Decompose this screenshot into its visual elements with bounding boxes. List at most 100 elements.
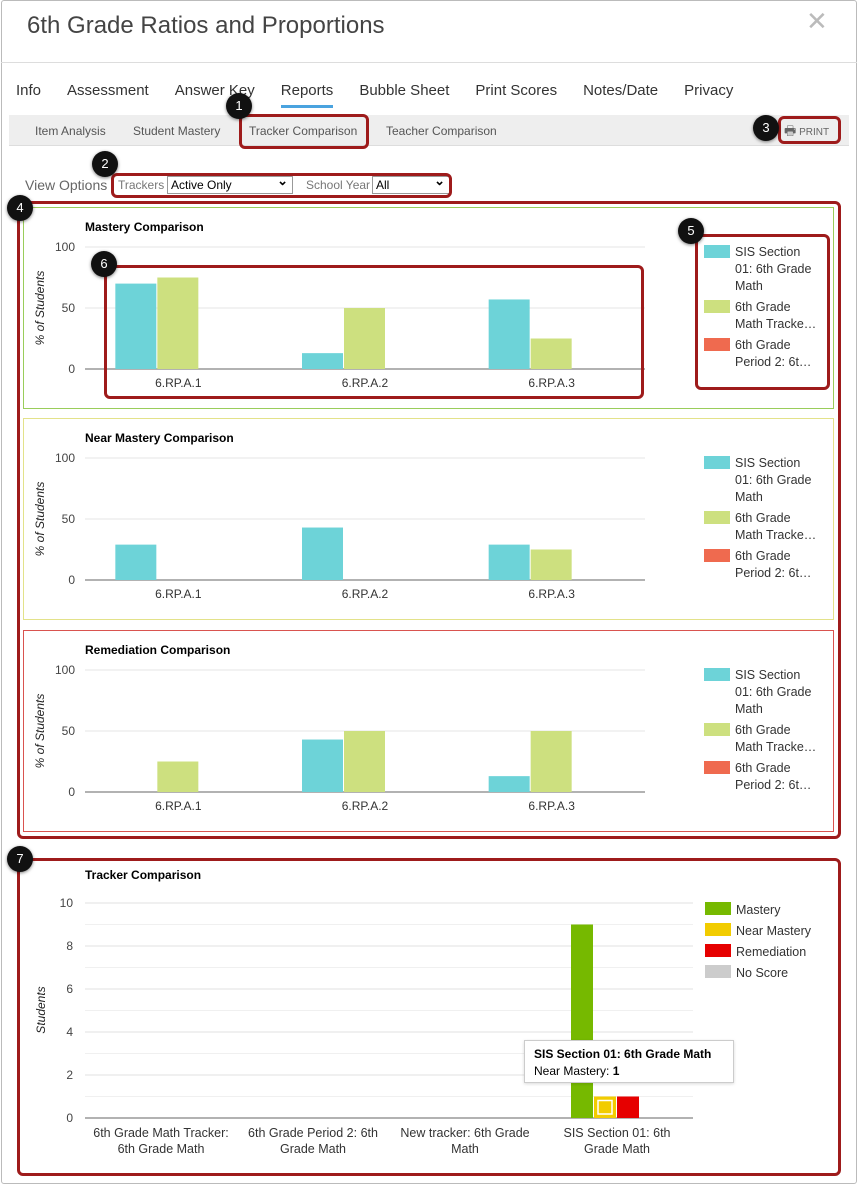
chart-title: Mastery Comparison	[85, 220, 204, 234]
legend-label: Period 2: 6t…	[735, 566, 811, 580]
print-button[interactable]: 🖶 PRINT	[784, 122, 829, 144]
x-tick-label: 6.RP.A.1	[155, 376, 202, 390]
legend-label: Math Tracke…	[735, 528, 816, 542]
legend-label: Near Mastery	[736, 924, 812, 938]
tab-print-scores[interactable]: Print Scores	[475, 82, 558, 99]
view-options-label: View Options	[25, 177, 108, 193]
bar	[157, 761, 199, 792]
tab-notes-date[interactable]: Notes/Date	[583, 82, 659, 99]
x-tick-label: 6.RP.A.2	[342, 376, 389, 390]
bar	[115, 283, 157, 369]
legend-swatch	[704, 549, 730, 562]
y-axis-label: % of Students	[33, 482, 47, 557]
tooltip-value: 1	[612, 1064, 620, 1078]
bar	[530, 731, 572, 792]
step-badge: 7	[7, 846, 33, 872]
step-badge: 4	[7, 195, 33, 221]
printer-icon: 🖶	[784, 123, 797, 138]
bar	[302, 527, 343, 580]
trackers-select[interactable]: Active Only	[167, 173, 293, 194]
legend-label: 6th Grade	[735, 723, 791, 737]
y-tick-label: 50	[62, 301, 76, 315]
y-tick-label: 100	[55, 240, 75, 254]
highlight-tracker-chart	[17, 858, 841, 1176]
highlight-view-options	[111, 173, 452, 198]
school-year-select[interactable]: All	[372, 173, 450, 194]
chart-tooltip: SIS Section 01: 6th Grade Math Near Mast…	[524, 1040, 734, 1083]
chart-title: Near Mastery Comparison	[85, 431, 234, 445]
y-tick-label: 0	[68, 573, 75, 587]
tab-assessment[interactable]: Assessment	[67, 82, 149, 99]
y-tick-label: 50	[62, 724, 76, 738]
step-badge: 2	[92, 151, 118, 177]
bar	[344, 731, 385, 792]
bar	[530, 338, 572, 369]
legend-label: 01: 6th Grade	[735, 262, 811, 276]
legend-swatch	[704, 245, 730, 258]
legend-label: Period 2: 6t…	[735, 778, 811, 792]
step-badge: 3	[753, 115, 779, 141]
y-tick-label: 100	[55, 663, 75, 677]
y-axis-label: % of Students	[33, 694, 47, 769]
tab-bubble-sheet[interactable]: Bubble Sheet	[359, 82, 450, 99]
bar	[344, 308, 385, 369]
legend-label: SIS Section	[735, 668, 800, 682]
y-tick-label: 0	[68, 362, 75, 376]
y-axis-label: % of Students	[33, 271, 47, 346]
subtab-item-analysis[interactable]: Item Analysis	[35, 124, 106, 138]
x-tick-label: SIS Section 01: 6th	[563, 1126, 670, 1140]
bar	[488, 299, 530, 369]
tab-info[interactable]: Info	[16, 82, 42, 99]
bar	[157, 277, 199, 369]
highlight-print	[778, 116, 841, 144]
legend-swatch	[704, 511, 730, 524]
legend-swatch	[705, 944, 731, 957]
legend-label: Math	[735, 702, 763, 716]
legend-label: 6th Grade	[735, 549, 791, 563]
y-tick-label: 2	[66, 1068, 73, 1082]
y-tick-label: 4	[66, 1025, 73, 1039]
subtab-student-mastery[interactable]: Student Mastery	[133, 124, 221, 138]
step-badge: 1	[226, 93, 252, 119]
bar	[488, 544, 530, 580]
legend-label: Remediation	[736, 945, 806, 959]
legend-swatch	[704, 668, 730, 681]
school-year-label: School Year	[306, 178, 371, 192]
y-tick-label: 0	[68, 785, 75, 799]
tab-reports[interactable]: Reports	[280, 82, 334, 108]
print-label: PRINT	[799, 127, 830, 138]
page-title: 6th Grade Ratios and Proportions	[27, 12, 385, 39]
x-tick-label: 6.RP.A.3	[528, 587, 575, 601]
legend-label: Math	[735, 279, 763, 293]
y-tick-label: 6	[66, 982, 73, 996]
bar	[302, 739, 343, 792]
close-icon[interactable]: ✕	[806, 6, 828, 36]
tab-privacy[interactable]: Privacy	[684, 82, 734, 99]
legend-label: SIS Section	[735, 456, 800, 470]
legend-label: 6th Grade	[735, 511, 791, 525]
legend-label: 01: 6th Grade	[735, 473, 811, 487]
step-badge: 5	[678, 218, 704, 244]
legend-label: No Score	[736, 966, 788, 980]
y-tick-label: 8	[66, 939, 73, 953]
legend-swatch	[704, 723, 730, 736]
legend-label: Math	[735, 490, 763, 504]
x-tick-label: Math	[451, 1142, 479, 1156]
highlight-comparison-charts	[17, 201, 841, 839]
x-tick-label: 6th Grade Math	[118, 1142, 205, 1156]
chart-panel	[23, 418, 834, 620]
legend-label: Period 2: 6t…	[735, 355, 811, 369]
bar	[302, 353, 343, 369]
highlight-bars	[104, 265, 644, 399]
bar	[488, 776, 530, 792]
x-tick-label: New tracker: 6th Grade	[400, 1126, 529, 1140]
legend-label: SIS Section	[735, 245, 800, 259]
subtab-teacher-comparison[interactable]: Teacher Comparison	[386, 124, 497, 138]
x-tick-label: 6th Grade Period 2: 6th	[248, 1126, 378, 1140]
x-tick-label: Grade Math	[280, 1142, 346, 1156]
x-tick-label: 6th Grade Math Tracker:	[93, 1126, 228, 1140]
subtab-tracker-comparison[interactable]: Tracker Comparison	[249, 124, 358, 138]
y-tick-label: 100	[55, 451, 75, 465]
legend-label: Mastery	[736, 903, 781, 917]
chart-title: Remediation Comparison	[85, 643, 230, 657]
